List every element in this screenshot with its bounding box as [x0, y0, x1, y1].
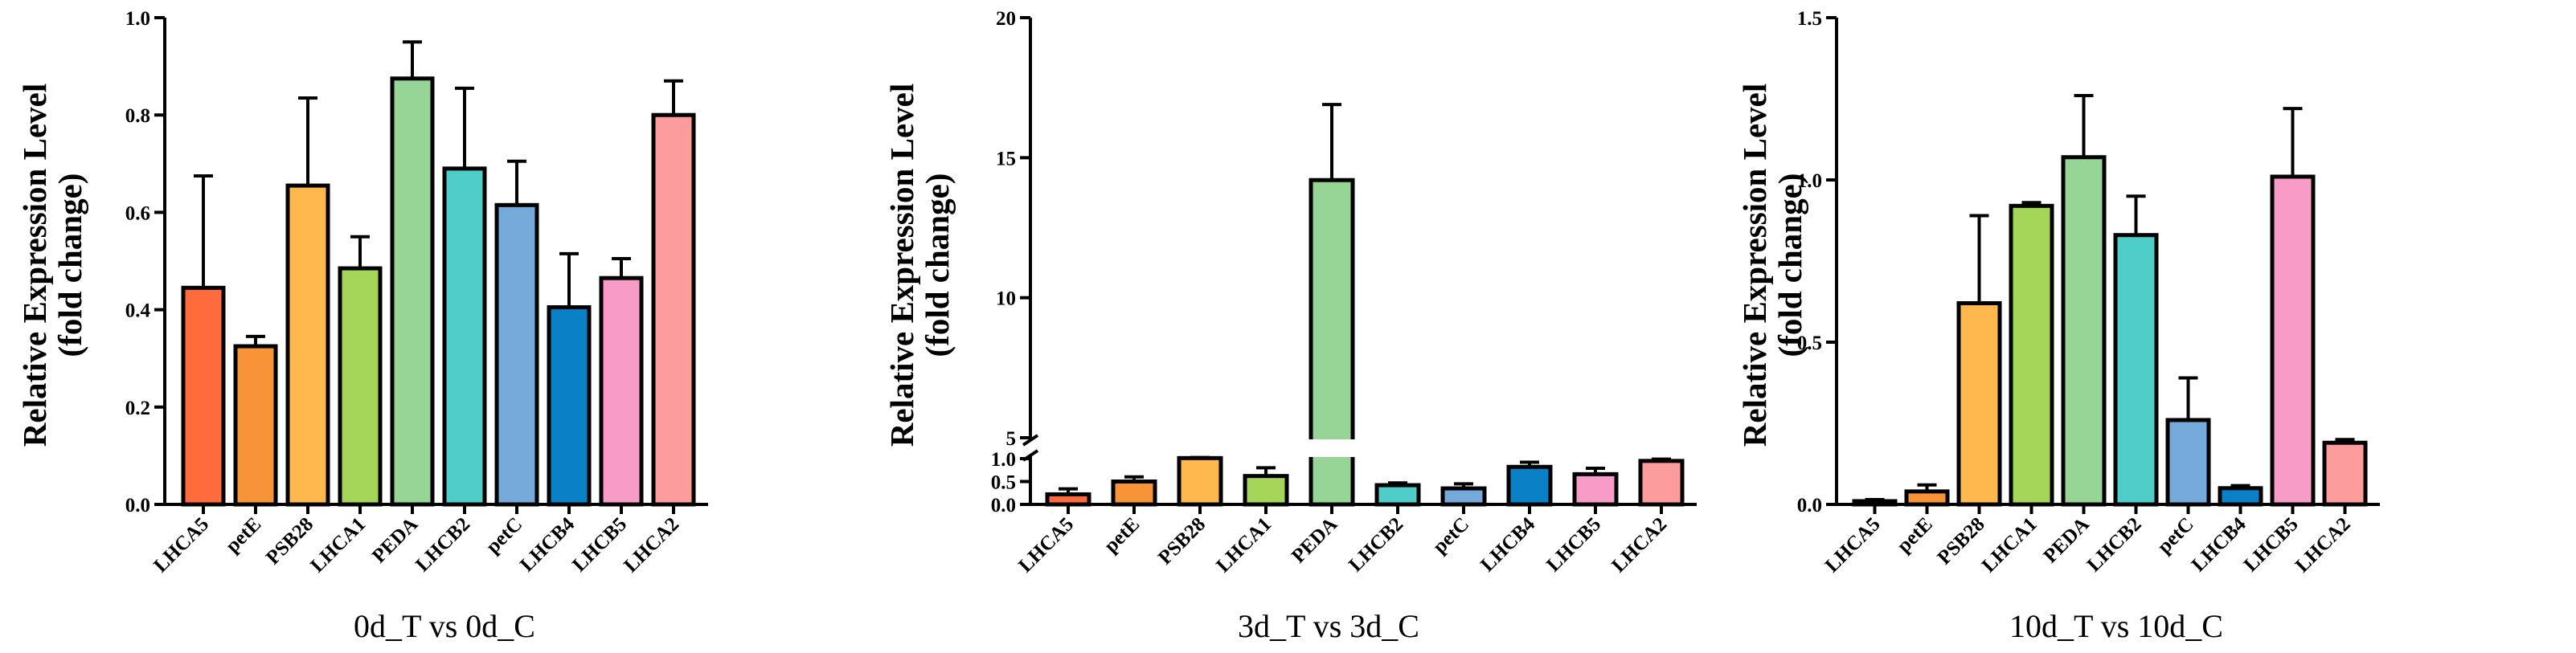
y-tick-label: 0.4	[125, 300, 151, 322]
y-tick-label: 0.8	[125, 105, 150, 127]
bar-lhcb4	[1506, 464, 1553, 507]
bar-lhca5	[181, 285, 226, 507]
y-tick-label: 0.6	[125, 202, 150, 224]
x-tick-label-petc: petC	[482, 513, 526, 557]
x-tick-label-lhcb2: LHCB2	[412, 513, 474, 576]
y-tick-label: 15	[996, 148, 1016, 169]
y-axis-title-line2: (fold change)	[919, 173, 956, 357]
y-tick-label: 1.0	[125, 8, 150, 30]
bar-lhcb5	[1572, 471, 1619, 507]
bar-lhcb4	[2218, 486, 2263, 507]
axis-break-gap	[1308, 439, 1356, 457]
bar-pete	[233, 344, 278, 507]
bar-petc	[1440, 486, 1487, 507]
y-tick-label: 0.2	[125, 398, 150, 419]
y-axis-title: Relative Expression Level(fold change)	[16, 84, 88, 447]
y-tick-label: 0.5	[1797, 333, 1822, 354]
bar-lhca2	[651, 112, 696, 507]
x-tick-label-lhcb5: LHCB5	[1542, 513, 1605, 576]
y-tick-label: 0.5	[991, 472, 1016, 494]
x-tick-label-lhca1: LHCA1	[1212, 513, 1276, 577]
y-axis-title-line2: (fold change)	[51, 173, 88, 357]
y-tick-label: 0.0	[125, 495, 150, 516]
x-tick-label-lhca5: LHCA5	[1014, 513, 1078, 577]
y-tick-label: 1.0	[991, 449, 1016, 471]
x-tick-label-lhcb4: LHCB4	[1476, 513, 1539, 576]
y-tick-label: 20	[996, 8, 1016, 30]
chart-title: 10d_T vs 10d_C	[2009, 608, 2223, 644]
bar-lhcb5	[2270, 174, 2316, 507]
y-axis-title-line1: Relative Expression Level	[883, 84, 920, 447]
x-tick-label-lhcb5: LHCB5	[568, 513, 631, 576]
x-tick-label-lhca2: LHCA2	[620, 513, 683, 577]
bar-lhca1	[338, 266, 383, 507]
bar-lhcb2	[1374, 483, 1421, 507]
bar-psb28	[285, 183, 330, 507]
x-tick-label-lhcb2: LHCB2	[2083, 513, 2146, 576]
x-tick-label-pete: petE	[222, 513, 265, 557]
x-tick-label-pete: petE	[1893, 513, 1936, 557]
x-tick-label-lhcb2: LHCB2	[1345, 513, 1407, 576]
x-tick-label-lhcb5: LHCB5	[2240, 513, 2303, 576]
bar-petc	[2165, 418, 2211, 507]
x-tick-label-lhca5: LHCA5	[1821, 513, 1885, 577]
bar-lhcb5	[599, 275, 644, 507]
y-tick-label: 1.5	[1797, 8, 1822, 30]
y-tick-label: 1.0	[1797, 170, 1822, 192]
y-axis-title-line2: (fold change)	[1771, 173, 1808, 357]
x-tick-label-lhcb4: LHCB4	[516, 513, 579, 576]
bar-lhcb4	[547, 305, 592, 507]
y-axis-title: Relative Expression Level(fold change)	[883, 84, 956, 447]
bar-pete	[1111, 480, 1157, 507]
bar-petc	[494, 202, 539, 507]
bar-psb28	[1177, 455, 1223, 507]
bar-peda	[390, 76, 435, 507]
y-axis-title-line1: Relative Expression Level	[16, 84, 53, 447]
x-tick-label-lhca1: LHCA1	[1978, 513, 2042, 577]
x-tick-label-lhca5: LHCA5	[149, 513, 213, 577]
x-tick-label-pete: petE	[1100, 513, 1144, 557]
chart-title: 3d_T vs 3d_C	[1238, 608, 1419, 644]
x-tick-label-lhcb4: LHCB4	[2188, 513, 2250, 576]
bar-peda	[2061, 155, 2107, 507]
x-tick-label-petc: petC	[2153, 513, 2197, 557]
axis-break-mark-high	[1022, 434, 1039, 447]
bar-lhca2	[2322, 440, 2368, 507]
x-tick-label-peda: PEDA	[1288, 513, 1341, 567]
bar-lhca1	[2009, 203, 2054, 507]
bar-pete	[1904, 489, 1950, 507]
y-axis-title-line1: Relative Expression Level	[1736, 84, 1773, 447]
x-tick-label-lhca2: LHCA2	[2291, 513, 2355, 577]
bar-lhcb2	[442, 166, 487, 507]
bar-lhcb2	[2113, 233, 2159, 507]
bar-psb28	[1956, 301, 2002, 507]
y-axis-title: Relative Expression Level(fold change)	[1736, 84, 1808, 447]
bar-lhca2	[1638, 459, 1685, 507]
y-tick-label: 0.0	[991, 495, 1016, 516]
y-tick-label: 5	[1006, 428, 1017, 450]
chart-title: 0d_T vs 0d_C	[354, 608, 535, 644]
x-tick-label-psb28: PSB28	[1154, 513, 1210, 569]
x-tick-label-petc: petC	[1429, 513, 1473, 557]
x-tick-label-lhca2: LHCA2	[1607, 513, 1671, 577]
y-tick-label: 0.0	[1797, 495, 1822, 516]
y-tick-label: 10	[996, 288, 1016, 310]
bar-lhca1	[1243, 474, 1289, 507]
x-tick-label-lhca1: LHCA1	[306, 513, 370, 577]
